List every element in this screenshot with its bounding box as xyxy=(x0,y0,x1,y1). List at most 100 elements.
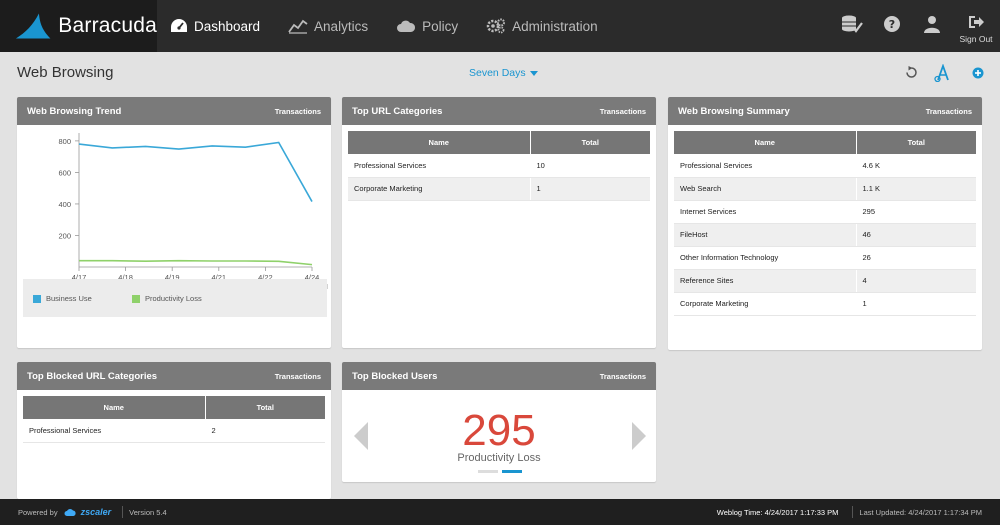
cell-total: 46 xyxy=(856,223,976,247)
database-check-icon xyxy=(842,15,863,33)
time-range-dropdown[interactable]: Seven Days xyxy=(469,67,538,79)
help-button[interactable]: ? xyxy=(872,0,912,52)
x-tick-label: 4/18 xyxy=(118,273,133,282)
zscaler-logo: zscaler xyxy=(80,507,112,517)
legend-swatch xyxy=(33,294,41,303)
customize-icon xyxy=(934,63,949,83)
x-tick-label: 4/19 xyxy=(165,273,180,282)
refresh-button[interactable] xyxy=(905,66,918,84)
powered-by-label: Powered by xyxy=(18,507,58,517)
column-header-total[interactable]: Total xyxy=(530,131,650,154)
legend-item-business-use[interactable]: Business Use xyxy=(33,294,92,303)
legend-swatch xyxy=(132,294,140,303)
column-header-total[interactable]: Total xyxy=(856,131,976,154)
footer-divider xyxy=(122,506,124,518)
cell-total: 1.1 K xyxy=(856,177,976,201)
column-header-name[interactable]: Name xyxy=(348,131,531,154)
top-url-table: Name Total Professional Services 10 Corp… xyxy=(348,131,650,201)
legend-label: Productivity Loss xyxy=(145,294,202,303)
nav-analytics[interactable]: Analytics xyxy=(288,0,368,52)
blocked-url-table: Name Total Professional Services 2 xyxy=(23,396,325,443)
summary-table: Name Total Professional Services 4.6 K W… xyxy=(674,131,976,316)
nav-analytics-label: Analytics xyxy=(314,18,369,34)
cell-name: Other Information Technology xyxy=(674,246,857,270)
legend-label: Business Use xyxy=(46,294,92,303)
cell-name: Professional Services xyxy=(348,154,531,178)
nav-policy[interactable]: Policy xyxy=(396,0,458,52)
card-header: Top Blocked Users Transactions xyxy=(342,362,656,390)
cell-name: Internet Services xyxy=(674,200,857,224)
table-row[interactable]: Corporate Marketing 1 xyxy=(674,292,976,316)
table-row[interactable]: Professional Services 10 xyxy=(348,154,650,178)
transactions-link[interactable]: Transactions xyxy=(274,371,321,381)
add-widget-button[interactable] xyxy=(972,66,984,84)
y-tick-label: 200 xyxy=(58,231,71,240)
cell-total: 1 xyxy=(530,177,650,201)
card-header: Top Blocked URL Categories Transactions xyxy=(17,362,331,390)
carousel-dot[interactable] xyxy=(478,470,498,473)
column-header-total[interactable]: Total xyxy=(205,396,325,419)
nav-policy-label: Policy xyxy=(422,18,459,34)
gears-icon xyxy=(486,18,506,34)
cell-total: 2 xyxy=(205,419,325,443)
x-tick-label: 4/17 xyxy=(72,273,87,282)
time-range-label: Seven Days xyxy=(469,67,526,79)
transactions-link[interactable]: Transactions xyxy=(274,106,321,116)
user-button[interactable] xyxy=(912,0,952,52)
table-row[interactable]: Reference Sites 4 xyxy=(674,269,976,293)
top-blocked-url-categories-card: Top Blocked URL Categories Transactions … xyxy=(17,362,331,499)
last-updated: Last Updated: 4/24/2017 1:17:34 PM xyxy=(859,507,982,517)
series-line-productivity-loss xyxy=(79,259,313,266)
card-title: Top Blocked URL Categories xyxy=(27,370,158,382)
top-url-categories-card: Top URL Categories Transactions Name Tot… xyxy=(342,97,656,348)
blocked-users-label: Productivity Loss xyxy=(457,452,541,464)
table-row[interactable]: Web Search 1.1 K xyxy=(674,177,976,201)
transactions-link[interactable]: Transactions xyxy=(599,371,646,381)
database-check-button[interactable] xyxy=(832,0,872,52)
cell-total: 295 xyxy=(856,200,976,224)
carousel-prev-button[interactable] xyxy=(354,422,368,450)
table-row[interactable]: Corporate Marketing 1 xyxy=(348,177,650,201)
top-right-toolbar: ? Sign Out xyxy=(832,0,1000,52)
card-header: Top URL Categories Transactions xyxy=(342,97,656,125)
card-title: Top Blocked Users xyxy=(352,370,438,382)
sign-out-button[interactable]: Sign Out xyxy=(952,0,1000,52)
nav-administration[interactable]: Administration xyxy=(486,0,598,52)
cloud-icon xyxy=(397,20,416,32)
page-title: Web Browsing xyxy=(17,64,114,81)
column-header-name[interactable]: Name xyxy=(23,396,206,419)
table-row[interactable]: FileHost 46 xyxy=(674,223,976,247)
refresh-icon xyxy=(906,66,917,78)
table-row[interactable]: Other Information Technology 26 xyxy=(674,246,976,270)
transactions-link[interactable]: Transactions xyxy=(599,106,646,116)
cell-name: Reference Sites xyxy=(674,269,857,293)
cell-name: Corporate Marketing xyxy=(674,292,857,316)
column-header-name[interactable]: Name xyxy=(674,131,857,154)
table-row[interactable]: Professional Services 2 xyxy=(23,419,325,443)
nav-dashboard[interactable]: Dashboard xyxy=(170,0,260,52)
carousel-dot-active[interactable] xyxy=(502,470,522,473)
sign-out-label: Sign Out xyxy=(959,34,993,44)
weblog-time: Weblog Time: 4/24/2017 1:17:33 PM xyxy=(716,507,839,517)
table-row[interactable]: Professional Services 4.6 K xyxy=(674,154,976,178)
table-row[interactable]: Internet Services 295 xyxy=(674,200,976,224)
card-header: Web Browsing Trend Transactions xyxy=(17,97,331,125)
legend-item-productivity-loss[interactable]: Productivity Loss xyxy=(132,294,202,303)
user-icon xyxy=(924,16,940,33)
add-circle-icon xyxy=(972,67,984,79)
y-tick-label: 400 xyxy=(58,200,71,209)
transactions-link[interactable]: Transactions xyxy=(925,106,972,116)
cell-name: Corporate Marketing xyxy=(348,177,531,201)
main-nav: Dashboard Analytics Policy Administratio… xyxy=(170,0,626,52)
footer: Powered by zscaler Version 5.4 Weblog Ti… xyxy=(0,499,1000,525)
y-tick-label: 800 xyxy=(58,137,71,146)
brand-logo[interactable]: Barracuda xyxy=(0,0,157,52)
customize-button[interactable] xyxy=(934,63,952,87)
carousel-next-button[interactable] xyxy=(632,422,646,450)
chart-legend: Business Use Productivity Loss xyxy=(23,279,327,317)
top-blocked-users-card: Top Blocked Users Transactions 295 Produ… xyxy=(342,362,656,482)
card-title: Web Browsing Summary xyxy=(678,105,790,117)
y-tick-label: 600 xyxy=(58,168,71,177)
footer-divider xyxy=(852,506,854,518)
